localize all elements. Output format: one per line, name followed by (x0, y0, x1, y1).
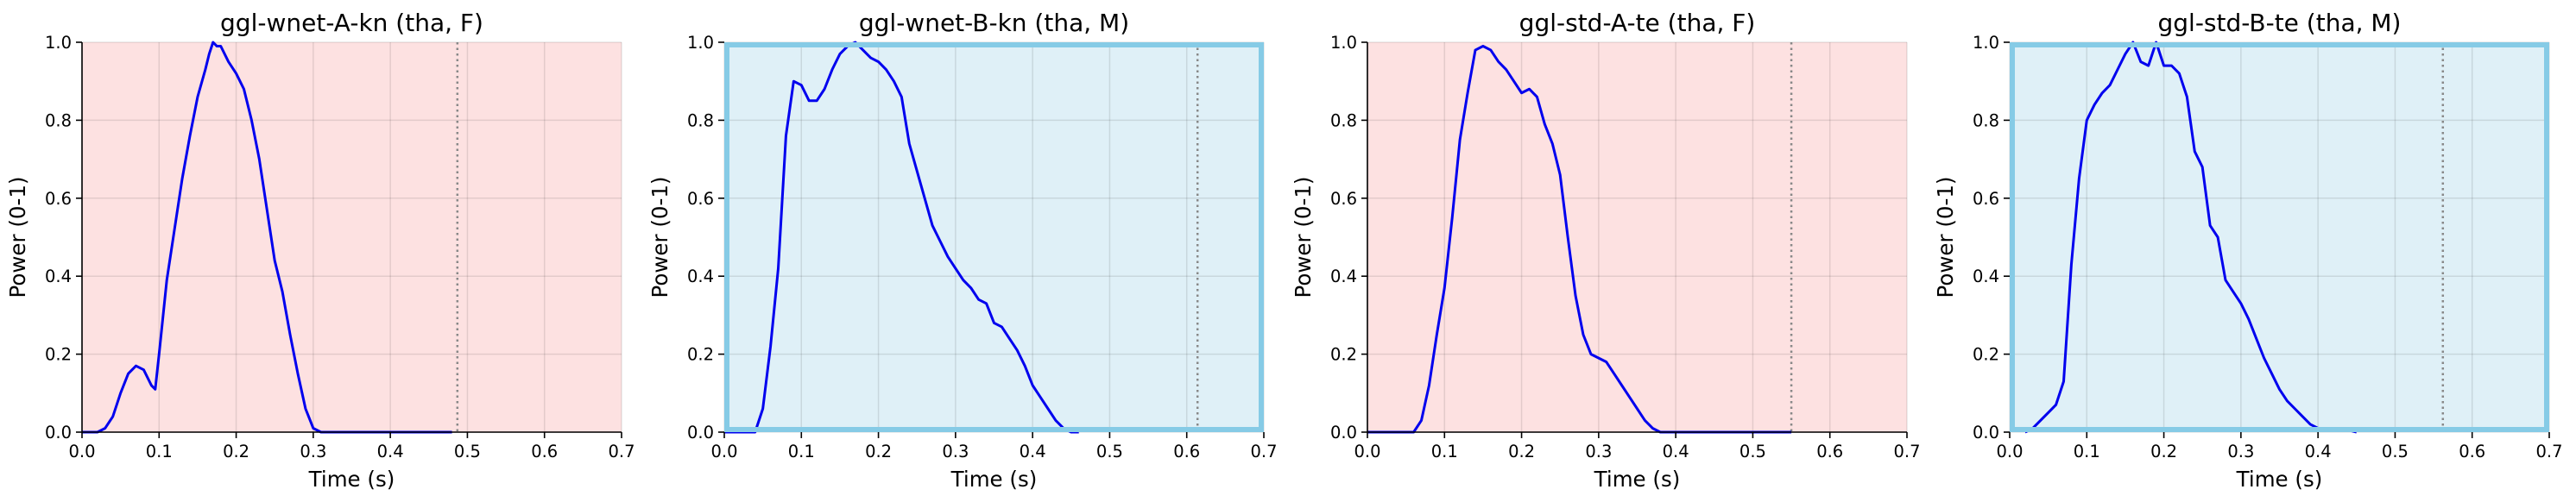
x-tick-label: 0.5 (454, 442, 481, 461)
x-tick-label: 0.2 (1508, 442, 1535, 461)
x-tick-label: 0.1 (1431, 442, 1458, 461)
x-tick-label: 0.2 (2150, 442, 2177, 461)
x-axis-label: Time (s) (950, 467, 1038, 492)
x-tick-label: 0.7 (1893, 442, 1920, 461)
x-tick-label: 0.3 (942, 442, 969, 461)
power-series-line (724, 41, 1079, 434)
y-tick-label: 0.2 (1973, 345, 1999, 365)
x-tick-label: 0.7 (608, 442, 635, 461)
x-tick-label: 0.2 (223, 442, 249, 461)
x-tick-label: 0.6 (1816, 442, 1843, 461)
y-tick-label: 0.8 (1973, 110, 1999, 130)
x-tick-label: 0.6 (531, 442, 558, 461)
y-tick-label: 0.6 (45, 189, 72, 209)
x-tick-label: 0.4 (1663, 442, 1689, 461)
y-tick-label: 1.0 (45, 33, 72, 53)
y-tick-label: 0.2 (1330, 345, 1357, 365)
x-tick-label: 0.4 (377, 442, 404, 461)
y-tick-label: 1.0 (1330, 33, 1357, 53)
x-tick-label: 0.5 (1096, 442, 1123, 461)
y-tick-label: 0.2 (687, 345, 714, 365)
chart-panel-4: 0.0 0.1 0.2 0.3 0.4 0.5 0.6 0.7 0.0 0.2 0.4 0.6 0.8 1… (1933, 9, 2563, 492)
chart-title: ggl-std-B-te (tha, M) (2158, 9, 2402, 37)
x-axis-label: Time (s) (308, 467, 395, 492)
x-tick-label: 0.3 (300, 442, 326, 461)
y-tick-label: 0.4 (45, 267, 72, 286)
y-tick-label: 0.8 (1330, 110, 1357, 130)
x-tick-label: 0.0 (710, 442, 737, 461)
x-tick-label: 0.1 (146, 442, 173, 461)
y-tick-label: 1.0 (687, 33, 714, 53)
x-tick-label: 0.0 (68, 442, 95, 461)
chart-panel-3: 0.0 0.1 0.2 0.3 0.4 0.5 0.6 0.7 0.0 0.2 0.4 0.6 0.8 1… (1291, 9, 1921, 492)
x-tick-label: 0.1 (2074, 442, 2100, 461)
x-tick-label: 0.0 (1354, 442, 1380, 461)
highlight-border (724, 42, 1264, 432)
power-series-line (1367, 45, 1792, 434)
y-axis-label: Power (0-1) (1933, 177, 1958, 298)
y-tick-label: 0.0 (45, 423, 72, 442)
y-tick-label: 0.6 (1973, 189, 1999, 209)
power-series-line (2024, 41, 2358, 434)
y-tick-label: 0.6 (1330, 189, 1357, 209)
power-series-line (82, 41, 452, 434)
x-tick-label: 0.4 (1020, 442, 1046, 461)
plot-background (1367, 42, 1907, 432)
y-tick-label: 0.0 (1973, 423, 1999, 442)
y-axis-label: Power (0-1) (647, 177, 672, 298)
y-axis-label: Power (0-1) (1291, 177, 1316, 298)
x-tick-label: 0.7 (1250, 442, 1277, 461)
x-tick-label: 0.4 (2305, 442, 2332, 461)
x-tick-label: 0.3 (2227, 442, 2254, 461)
y-tick-label: 0.4 (1330, 267, 1357, 286)
x-tick-label: 0.7 (2535, 442, 2562, 461)
y-tick-label: 0.8 (687, 110, 714, 130)
plot-background (724, 42, 1264, 432)
y-tick-label: 0.8 (45, 110, 72, 130)
chart-title: ggl-std-A-te (tha, F) (1519, 9, 1756, 37)
x-axis-label: Time (s) (2236, 467, 2323, 492)
highlight-border (2010, 42, 2549, 432)
chart-panel-2: 0.0 0.1 0.2 0.3 0.4 0.5 0.6 0.7 0.0 0.2 0.4 0.6 0.8 1… (647, 9, 1278, 492)
y-tick-label: 0.4 (1973, 267, 1999, 286)
y-tick-label: 0.4 (687, 267, 714, 286)
x-tick-label: 0.6 (2459, 442, 2485, 461)
chart-title: ggl-wnet-B-kn (tha, M) (859, 9, 1129, 37)
x-tick-label: 0.2 (865, 442, 892, 461)
x-tick-label: 0.0 (1996, 442, 2023, 461)
y-tick-label: 0.0 (1330, 423, 1357, 442)
chart-title: ggl-wnet-A-kn (tha, F) (220, 9, 483, 37)
plot-background (82, 42, 622, 432)
plot-background (2010, 42, 2549, 432)
x-axis-label: Time (s) (1594, 467, 1681, 492)
x-tick-label: 0.5 (1739, 442, 1766, 461)
y-tick-label: 0.0 (687, 423, 714, 442)
x-tick-label: 0.6 (1173, 442, 1200, 461)
y-tick-label: 0.2 (45, 345, 72, 365)
x-tick-label: 0.5 (2382, 442, 2409, 461)
y-tick-label: 1.0 (1973, 33, 1999, 53)
y-axis-label: Power (0-1) (5, 177, 30, 298)
x-tick-label: 0.1 (788, 442, 815, 461)
y-tick-label: 0.6 (687, 189, 714, 209)
x-tick-label: 0.3 (1585, 442, 1612, 461)
chart-panel-1: 0.0 0.1 0.2 0.3 0.4 0.5 0.6 0.7 0.0 0.2 0.4 0.6 0.8 1… (5, 9, 635, 492)
